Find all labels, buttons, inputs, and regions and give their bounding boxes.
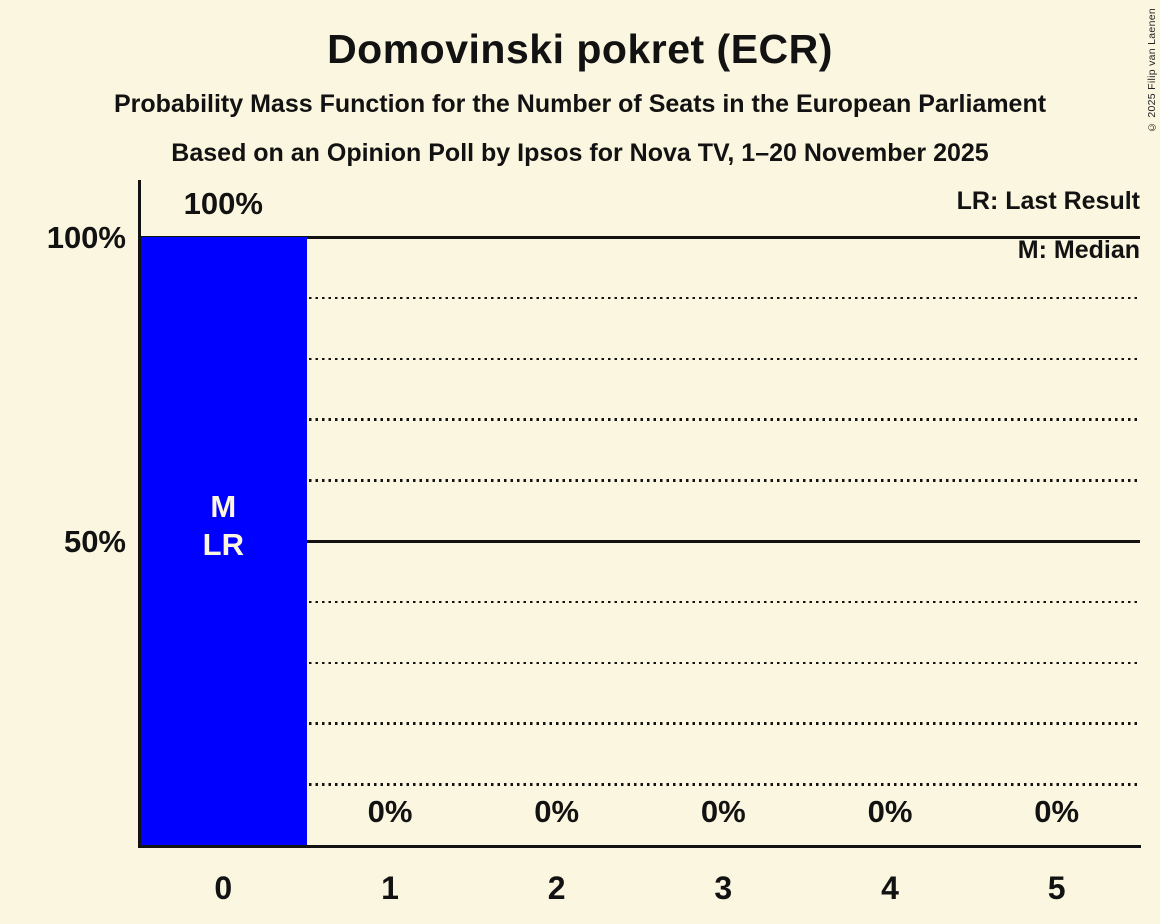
x-tick-3: 3	[714, 870, 733, 906]
chart-subtitle: Probability Mass Function for the Number…	[113, 90, 1047, 118]
gridline-10pct	[140, 783, 1140, 786]
legend-last-result: LR: Last Result	[956, 187, 1140, 215]
gridline-100pct	[140, 236, 1140, 239]
gridline-90pct	[140, 296, 1140, 300]
gridline-60pct	[140, 479, 1140, 482]
gridline-50pct	[140, 540, 1140, 543]
value-label-seats-5: 0%	[1034, 794, 1080, 829]
gridline-80pct	[140, 357, 1140, 361]
gridline-20pct	[140, 722, 1140, 725]
gridline-30pct	[140, 661, 1140, 665]
x-tick-4: 4	[881, 870, 899, 906]
value-label-seats-4: 0%	[867, 794, 913, 829]
y-axis-line	[138, 180, 141, 848]
bar-seats-0	[141, 237, 307, 845]
legend-median: M: Median	[1017, 236, 1140, 264]
value-label-seats-0: 100%	[183, 186, 263, 221]
gridline-70pct	[140, 418, 1140, 421]
x-axis-line	[138, 845, 1141, 848]
value-label-seats-1: 0%	[367, 794, 413, 829]
x-tick-2: 2	[547, 870, 566, 906]
x-tick-5: 5	[1047, 870, 1066, 906]
x-tick-0: 0	[214, 870, 233, 906]
page-title: Domovinski pokret (ECR)	[327, 26, 833, 72]
copyright-notice: © 2025 Filip van Laenen	[1146, 8, 1158, 134]
x-tick-1: 1	[381, 870, 399, 906]
gridline-40pct	[140, 600, 1140, 604]
bar-annotation-seats-0: M LR	[202, 489, 244, 562]
y-tick-100pct: 100%	[46, 220, 126, 255]
y-tick-50pct: 50%	[63, 524, 126, 559]
chart-source-line: Based on an Opinion Poll by Ipsos for No…	[171, 139, 989, 167]
value-label-seats-3: 0%	[700, 794, 746, 829]
value-label-seats-2: 0%	[534, 794, 580, 829]
